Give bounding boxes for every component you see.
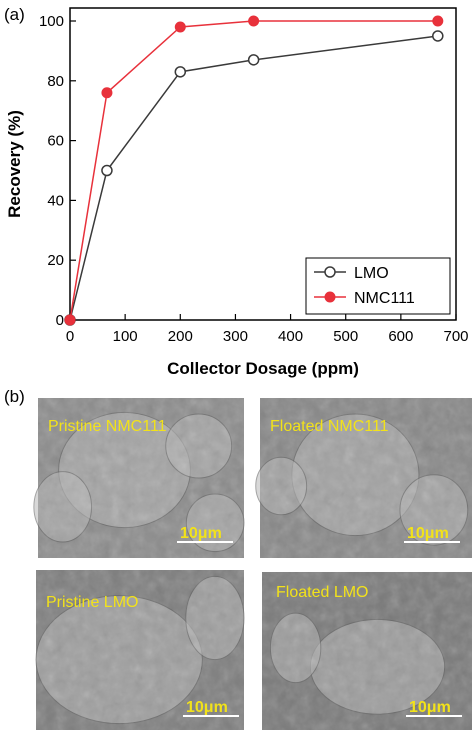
x-tick-label: 300 <box>223 328 248 345</box>
x-axis-ticks: 0 100 200 300 400 500 600 700 <box>66 314 469 345</box>
y-tick-label: 0 <box>56 312 64 329</box>
panel-b-label: (b) <box>4 387 25 406</box>
data-point-lmo <box>432 30 444 42</box>
x-tick-label: 100 <box>113 328 138 345</box>
x-tick-label: 500 <box>333 328 358 345</box>
plot-frame <box>69 7 457 321</box>
recovery-chart: 0 20 40 60 80 100 0 100 200 300 400 500 600 700 Reco… <box>5 7 469 378</box>
legend-marker-lmo <box>324 266 336 278</box>
sem-image: Pristine LMO 10μm <box>35 570 245 730</box>
sem-image-texture <box>36 570 244 730</box>
x-tick-label: 600 <box>388 328 413 345</box>
sem-image-texture <box>260 398 472 558</box>
y-tick-label: 60 <box>47 133 64 150</box>
legend: LMO NMC111 <box>305 257 451 315</box>
sem-image-texture <box>38 398 244 558</box>
y-tick-label: 40 <box>47 192 64 209</box>
legend-label-nmc111: NMC111 <box>354 290 415 307</box>
x-tick-label: 0 <box>66 328 74 345</box>
data-point-nmc111 <box>174 21 186 33</box>
sem-image-label: Floated LMO <box>276 584 368 601</box>
series-layer <box>64 15 444 326</box>
x-tick-label: 200 <box>168 328 193 345</box>
sem-image: Floated LMO 10μm <box>262 572 472 730</box>
y-axis-title: Recovery (%) <box>5 110 24 218</box>
x-tick-label: 400 <box>278 328 303 345</box>
x-axis-title: Collector Dosage (ppm) <box>167 359 359 378</box>
y-tick-label: 80 <box>47 73 64 90</box>
scale-bar-label: 10μm <box>407 525 449 542</box>
scale-bar-label: 10μm <box>409 699 451 716</box>
legend-marker-nmc111 <box>324 291 336 303</box>
sem-image-label: Floated NMC111 <box>270 418 389 435</box>
sem-image: Floated NMC111 10μm <box>255 398 472 558</box>
sem-image: Pristine NMC111 10μm <box>33 398 245 558</box>
y-tick-label: 20 <box>47 252 64 269</box>
sem-image-texture <box>262 572 472 730</box>
data-point-nmc111 <box>64 314 76 326</box>
data-point-lmo <box>101 164 113 177</box>
data-point-nmc111 <box>248 15 260 27</box>
data-point-lmo <box>247 54 260 66</box>
legend-label-lmo: LMO <box>354 265 389 282</box>
data-point-lmo <box>174 66 187 78</box>
panel-a-label: (a) <box>4 5 25 24</box>
scale-bar-label: 10μm <box>186 699 228 716</box>
data-point-nmc111 <box>432 15 444 27</box>
x-tick-label: 700 <box>443 328 468 345</box>
sem-image-label: Pristine NMC111 <box>48 418 167 435</box>
y-tick-label: 100 <box>39 13 64 30</box>
y-axis-ticks: 0 20 40 60 80 100 <box>39 13 76 329</box>
data-point-nmc111 <box>101 87 113 99</box>
scale-bar-label: 10μm <box>180 525 222 542</box>
sem-image-label: Pristine LMO <box>46 594 138 611</box>
